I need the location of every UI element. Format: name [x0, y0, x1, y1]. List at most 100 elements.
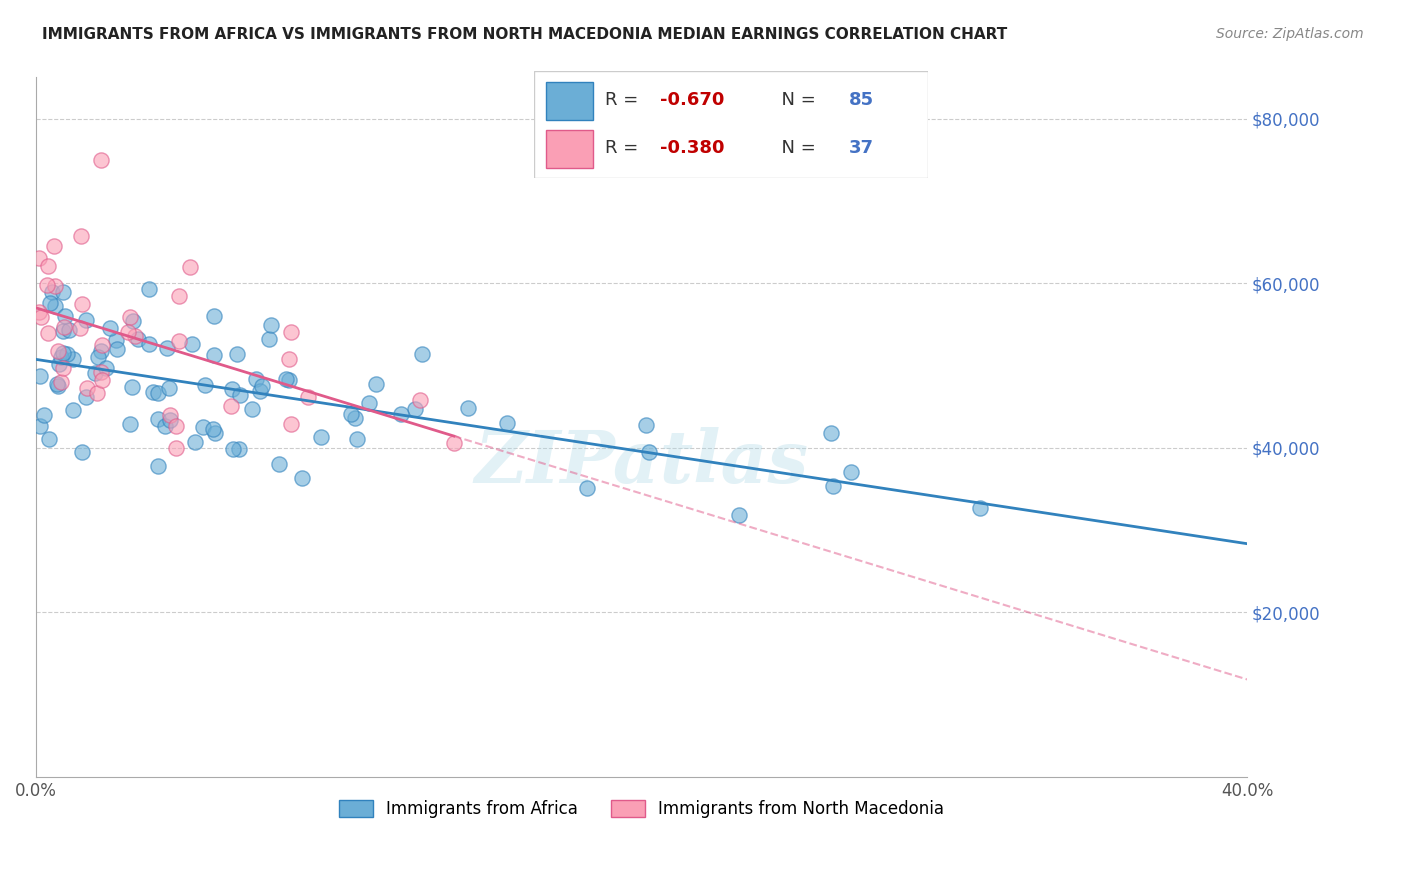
Immigrants from Africa	[72, 445, 94, 459]
Text: R =: R =	[605, 91, 644, 109]
Immigrants from Africa	[62, 351, 84, 366]
Immigrants from North Macedonia	[35, 277, 58, 292]
Immigrants from Africa	[221, 382, 243, 396]
Immigrants from Africa	[49, 351, 72, 365]
Text: N =: N =	[770, 91, 823, 109]
Text: IMMIGRANTS FROM AFRICA VS IMMIGRANTS FROM NORTH MACEDONIA MEDIAN EARNINGS CORREL: IMMIGRANTS FROM AFRICA VS IMMIGRANTS FRO…	[42, 27, 1008, 42]
Immigrants from Africa	[146, 385, 169, 400]
Immigrants from Africa	[90, 343, 112, 358]
Immigrants from Africa	[225, 347, 247, 361]
Immigrants from North Macedonia	[52, 319, 75, 334]
Immigrants from Africa	[87, 350, 110, 364]
Immigrants from North Macedonia	[90, 153, 112, 167]
Immigrants from Africa	[820, 426, 842, 441]
Immigrants from Africa	[346, 433, 368, 447]
Immigrants from North Macedonia	[280, 417, 302, 432]
Immigrants from North Macedonia	[179, 260, 201, 274]
Immigrants from Africa	[411, 346, 433, 360]
Immigrants from Africa	[634, 418, 657, 433]
Immigrants from Africa	[75, 390, 97, 404]
Immigrants from Africa	[357, 396, 380, 410]
Immigrants from North Macedonia	[28, 252, 51, 266]
Immigrants from Africa	[249, 384, 271, 398]
Immigrants from Africa	[496, 416, 519, 430]
Immigrants from North Macedonia	[280, 325, 302, 339]
Immigrants from North Macedonia	[69, 321, 91, 335]
Immigrants from Africa	[39, 296, 62, 310]
Immigrants from North Macedonia	[159, 408, 181, 422]
Immigrants from Africa	[389, 407, 412, 421]
Immigrants from Africa	[28, 369, 51, 384]
Immigrants from Africa	[52, 285, 75, 299]
Immigrants from Africa	[105, 342, 128, 356]
Text: 85: 85	[849, 91, 875, 109]
Immigrants from Africa	[202, 348, 225, 362]
Text: N =: N =	[770, 139, 823, 157]
Immigrants from Africa	[340, 407, 363, 421]
Immigrants from Africa	[191, 419, 214, 434]
Immigrants from Africa	[366, 377, 388, 392]
Immigrants from Africa	[204, 425, 226, 440]
Immigrants from North Macedonia	[44, 279, 66, 293]
Text: R =: R =	[605, 139, 644, 157]
Immigrants from North Macedonia	[167, 288, 190, 302]
Immigrants from Africa	[48, 357, 70, 371]
Immigrants from Africa	[823, 478, 845, 492]
Immigrants from North Macedonia	[52, 361, 75, 376]
Immigrants from North Macedonia	[86, 386, 108, 401]
Immigrants from Africa	[142, 384, 165, 399]
Immigrants from Africa	[121, 380, 143, 394]
Text: 37: 37	[849, 139, 875, 157]
Immigrants from North Macedonia	[70, 296, 93, 310]
Immigrants from Africa	[257, 332, 280, 346]
Immigrants from Africa	[46, 376, 69, 391]
Immigrants from North Macedonia	[165, 441, 187, 455]
Immigrants from Africa	[52, 324, 75, 338]
Immigrants from Africa	[229, 388, 252, 402]
Immigrants from North Macedonia	[70, 228, 93, 243]
Immigrants from Africa	[638, 445, 661, 459]
Immigrants from North Macedonia	[117, 325, 139, 339]
Immigrants from North Macedonia	[90, 338, 112, 352]
Immigrants from Africa	[41, 285, 63, 299]
Immigrants from North Macedonia	[37, 259, 59, 273]
Text: -0.670: -0.670	[661, 91, 724, 109]
Immigrants from Africa	[202, 422, 225, 436]
Immigrants from Africa	[252, 378, 274, 392]
Immigrants from Africa	[457, 401, 479, 415]
Immigrants from North Macedonia	[221, 399, 243, 413]
FancyBboxPatch shape	[534, 71, 928, 178]
Immigrants from Africa	[242, 402, 264, 417]
Immigrants from Africa	[245, 372, 267, 386]
Immigrants from Africa	[344, 410, 367, 425]
Immigrants from North Macedonia	[76, 381, 98, 395]
Immigrants from Africa	[122, 314, 145, 328]
Immigrants from Africa	[120, 417, 142, 431]
Immigrants from Africa	[202, 309, 225, 323]
Immigrants from Africa	[30, 418, 52, 433]
Immigrants from Africa	[156, 342, 179, 356]
Text: ZIPatlas: ZIPatlas	[474, 426, 808, 498]
Immigrants from North Macedonia	[30, 310, 52, 324]
Immigrants from North Macedonia	[443, 436, 465, 450]
Immigrants from Africa	[138, 337, 160, 351]
Immigrants from North Macedonia	[118, 310, 141, 325]
Immigrants from North Macedonia	[49, 376, 72, 390]
Immigrants from North Macedonia	[28, 304, 51, 318]
Immigrants from Africa	[75, 313, 97, 327]
Immigrants from North Macedonia	[408, 392, 430, 407]
Immigrants from Africa	[38, 432, 60, 446]
Immigrants from North Macedonia	[297, 390, 319, 404]
FancyBboxPatch shape	[546, 82, 593, 120]
Immigrants from Africa	[404, 401, 426, 416]
Immigrants from Africa	[105, 333, 128, 347]
Immigrants from Africa	[146, 412, 169, 426]
Immigrants from Africa	[53, 310, 76, 324]
Immigrants from Africa	[56, 346, 79, 360]
Immigrants from Africa	[228, 442, 250, 457]
Immigrants from Africa	[839, 465, 862, 479]
Immigrants from Africa	[46, 379, 69, 393]
Immigrants from Africa	[969, 501, 991, 516]
Immigrants from Africa	[222, 442, 245, 456]
Immigrants from North Macedonia	[124, 329, 146, 343]
